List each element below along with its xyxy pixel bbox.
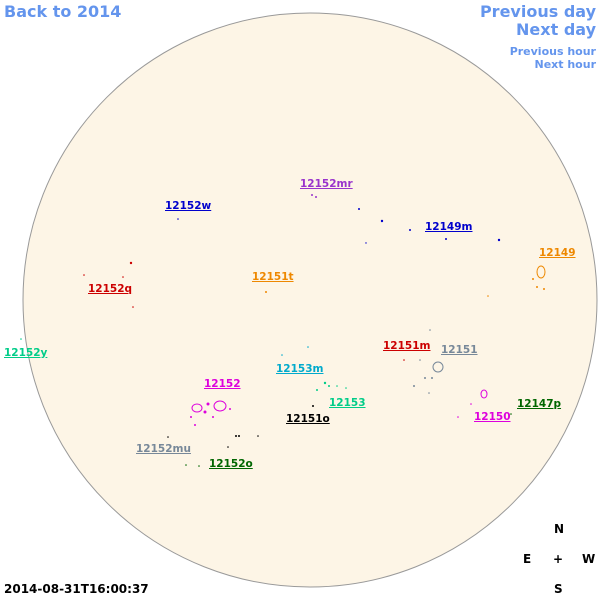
next-hour-link[interactable]: Next hour: [534, 58, 597, 71]
region-label[interactable]: 12152mr: [300, 178, 353, 190]
back-link[interactable]: Back to 2014: [4, 2, 122, 21]
region-label[interactable]: 12152q: [88, 283, 133, 295]
region-label[interactable]: 12152y: [4, 347, 48, 359]
region-label[interactable]: 12153: [329, 397, 366, 409]
region-label[interactable]: 12147p: [517, 398, 562, 410]
previous-hour-link[interactable]: Previous hour: [509, 45, 596, 58]
compass-center: +: [553, 552, 564, 566]
region-label[interactable]: 12150: [474, 411, 511, 423]
next-day-link[interactable]: Next day: [516, 20, 596, 39]
compass-south: S: [554, 582, 563, 596]
compass-east: E: [523, 552, 532, 566]
region-label[interactable]: 12151m: [383, 340, 431, 352]
region-label[interactable]: 12152mu: [136, 443, 191, 455]
sunspots: [20, 194, 546, 467]
solar-disk: [22, 12, 598, 588]
region-label[interactable]: 12152: [204, 378, 241, 390]
region-label[interactable]: 12152o: [209, 458, 253, 470]
region-label[interactable]: 12149: [539, 247, 576, 259]
region-label[interactable]: 12151: [441, 344, 478, 356]
region-label[interactable]: 12152w: [165, 200, 212, 212]
region-label[interactable]: 12151t: [252, 271, 294, 283]
compass-north: N: [554, 522, 565, 536]
timestamp: 2014-08-31T16:00:37: [4, 582, 149, 596]
region-label[interactable]: 12149m: [425, 221, 473, 233]
compass-west: W: [582, 552, 596, 566]
region-label[interactable]: 12153m: [276, 363, 324, 375]
previous-day-link[interactable]: Previous day: [479, 2, 596, 21]
region-label[interactable]: 12151o: [286, 413, 330, 425]
